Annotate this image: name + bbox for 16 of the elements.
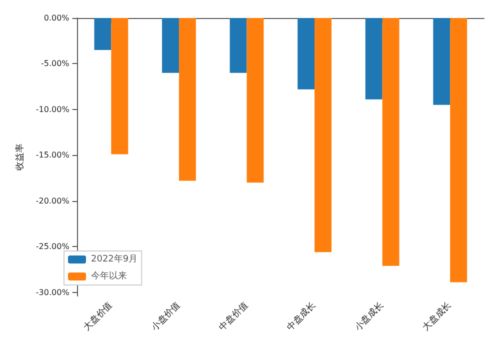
x-tick-label: 小盘价值 (149, 300, 183, 333)
x-tick-label: 中盘价值 (217, 300, 250, 333)
y-tick-label: -20.00% (36, 196, 70, 206)
y-tick-label: -5.00% (40, 59, 70, 68)
x-tick-label: 中盘成长 (284, 300, 318, 333)
x-tick-label: 大盘成长 (420, 300, 454, 333)
x-tick-label: 大盘价值 (81, 300, 115, 333)
y-tick-label: 0.00% (44, 14, 70, 22)
legend-label: 今年以来 (91, 270, 127, 282)
legend-label: 2022年9月 (91, 254, 138, 264)
y-tick-label: -25.00% (36, 242, 70, 252)
y-tick-label: -10.00% (36, 104, 70, 114)
y-tick-label: -15.00% (36, 150, 70, 160)
y-tick-label: -30.00% (36, 288, 70, 297)
y-axis-title: 收益率 (14, 144, 26, 170)
x-tick-label: 小盘成长 (352, 300, 386, 333)
